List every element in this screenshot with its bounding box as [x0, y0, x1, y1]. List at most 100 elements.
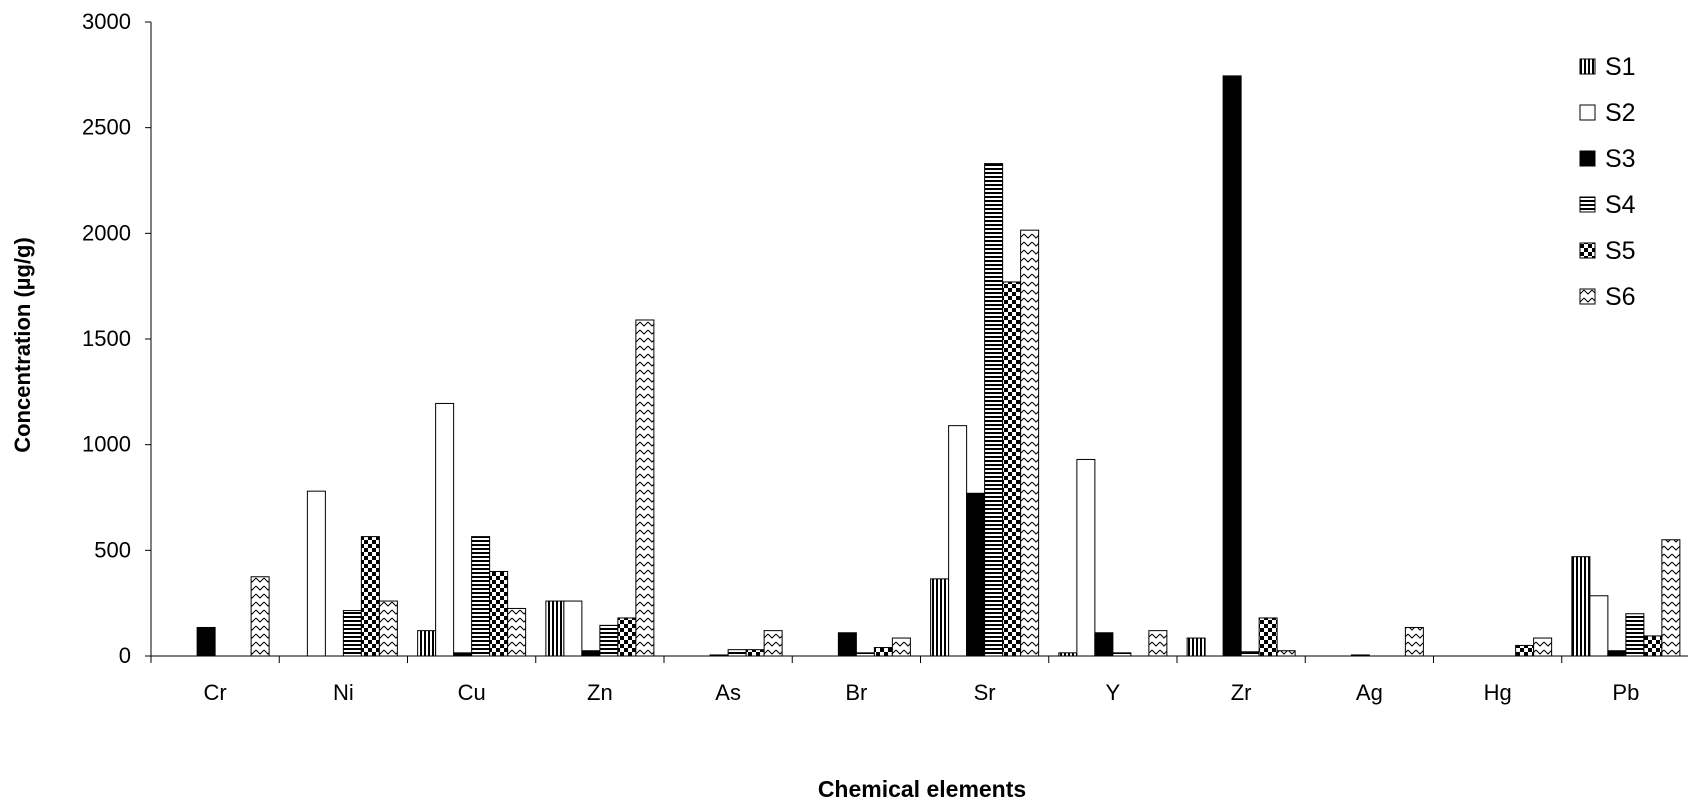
bar-s2-zn — [563, 600, 583, 657]
x-axis-label: Chemical elements — [818, 776, 1026, 802]
x-tick-label-pb: Pb — [1612, 680, 1639, 705]
x-tick-label-as: As — [715, 680, 741, 705]
bar-s6-cu — [507, 607, 527, 657]
bar-s5-zr — [1258, 617, 1278, 657]
bar-s4-pb — [1625, 613, 1645, 657]
bar-s1-cu — [417, 630, 437, 657]
legend-item-s1: S1 — [1579, 53, 1636, 81]
series-s2 — [306, 402, 1609, 657]
bar-s2-y — [1076, 458, 1096, 657]
bar-s5-sr — [1002, 281, 1022, 657]
bar-s6-as — [763, 630, 783, 657]
bar-s2-cu — [435, 402, 455, 657]
series-s4 — [342, 163, 1645, 657]
legend-label: S4 — [1605, 191, 1636, 219]
bar-s3-y — [1094, 632, 1114, 657]
legend: S1 S2 S3 S4 S5 S6 — [1579, 53, 1636, 311]
bar-s6-y — [1148, 630, 1168, 657]
bar-s5-ni — [360, 536, 380, 657]
legend-label: S3 — [1605, 145, 1636, 173]
bar-s4-br — [855, 652, 875, 657]
legend-swatch — [1579, 196, 1596, 213]
bar-s1-pb — [1571, 556, 1591, 657]
bar-s3-as — [709, 654, 729, 657]
bar-s4-cu — [471, 536, 491, 657]
legend-swatch — [1579, 104, 1596, 121]
bar-s5-br — [873, 647, 893, 657]
bar-s4-zr — [1240, 651, 1260, 657]
x-tick-label-cu: Cu — [458, 680, 486, 705]
x-ticks: Cr Ni Cu Zn As Br Sr Y Zr Ag Hg Pb — [150, 656, 1639, 705]
x-tick-label-y: Y — [1106, 680, 1121, 705]
bar-s3-sr — [966, 492, 986, 657]
x-tick-label-cr: Cr — [204, 680, 227, 705]
bar-s5-pb — [1643, 635, 1663, 657]
bar-s1-y — [1058, 652, 1078, 657]
bar-s6-zn — [635, 319, 655, 657]
bar-s1-zr — [1186, 637, 1206, 657]
x-tick-label-sr: Sr — [974, 680, 996, 705]
series-s5 — [360, 281, 1663, 657]
y-tick-label: 3000 — [82, 9, 131, 34]
bar-s6-cr — [250, 576, 270, 657]
bar-s3-zn — [581, 650, 601, 657]
y-tick-label: 500 — [94, 537, 131, 562]
legend-item-s5: S5 — [1579, 237, 1636, 265]
bar-s2-sr — [948, 425, 968, 657]
legend-item-s4: S4 — [1579, 191, 1636, 219]
bar-s3-cr — [196, 626, 216, 657]
legend-item-s6: S6 — [1579, 283, 1636, 311]
bar-s6-ni — [378, 600, 398, 657]
legend-swatch — [1579, 150, 1596, 167]
bar-s6-ag — [1404, 626, 1424, 657]
bar-s5-cu — [489, 570, 509, 657]
bar-s3-cu — [453, 652, 473, 657]
bar-s1-zn — [545, 600, 565, 657]
bar-s5-hg — [1515, 644, 1535, 657]
bar-s6-br — [891, 637, 911, 657]
legend-label: S6 — [1605, 283, 1636, 311]
bar-s4-y — [1112, 652, 1132, 657]
bar-s6-hg — [1533, 637, 1553, 657]
bar-s6-pb — [1661, 539, 1681, 657]
legend-item-s2: S2 — [1579, 99, 1636, 127]
legend-swatch — [1579, 288, 1596, 305]
y-tick-label: 0 — [119, 643, 131, 668]
x-tick-label-ni: Ni — [333, 680, 354, 705]
y-tick-label: 1500 — [82, 326, 131, 351]
bar-s3-zr — [1222, 75, 1242, 657]
series-s1 — [417, 556, 1591, 657]
bar-s6-sr — [1020, 229, 1040, 657]
bar-s1-sr — [930, 578, 950, 657]
legend-item-s3: S3 — [1579, 145, 1636, 173]
bar-s2-pb — [1589, 595, 1609, 657]
y-tick-label: 2500 — [82, 115, 131, 140]
bar-s4-zn — [599, 624, 619, 657]
legend-label: S5 — [1605, 237, 1636, 265]
bar-s3-pb — [1607, 650, 1627, 657]
y-axis-label: Concentration (µg/g) — [10, 237, 35, 453]
bar-s3-br — [837, 632, 857, 657]
bar-s4-sr — [984, 163, 1004, 657]
legend-label: S2 — [1605, 99, 1636, 127]
x-tick-label-zr: Zr — [1231, 680, 1252, 705]
y-ticks: 0 500 1000 1500 2000 2500 3000 — [82, 9, 151, 668]
bar-s2-ni — [306, 490, 326, 657]
x-tick-label-zn: Zn — [587, 680, 613, 705]
x-tick-label-ag: Ag — [1356, 680, 1383, 705]
legend-swatch — [1579, 242, 1596, 259]
y-tick-label: 2000 — [82, 220, 131, 245]
bar-s5-as — [745, 649, 765, 657]
x-tick-label-br: Br — [845, 680, 867, 705]
series-s3 — [196, 75, 1627, 657]
y-tick-label: 1000 — [82, 432, 131, 457]
bar-s5-zn — [617, 617, 637, 657]
series-s6 — [250, 229, 1681, 657]
x-axis: Cr Ni Cu Zn As Br Sr Y Zr Ag Hg Pb Chemical element… — [150, 655, 1688, 802]
legend-label: S1 — [1605, 53, 1636, 81]
bar-s4-as — [727, 649, 747, 657]
legend-swatch — [1579, 58, 1596, 75]
bar-s4-ni — [342, 610, 362, 657]
bar-s3-ag — [1350, 654, 1370, 657]
